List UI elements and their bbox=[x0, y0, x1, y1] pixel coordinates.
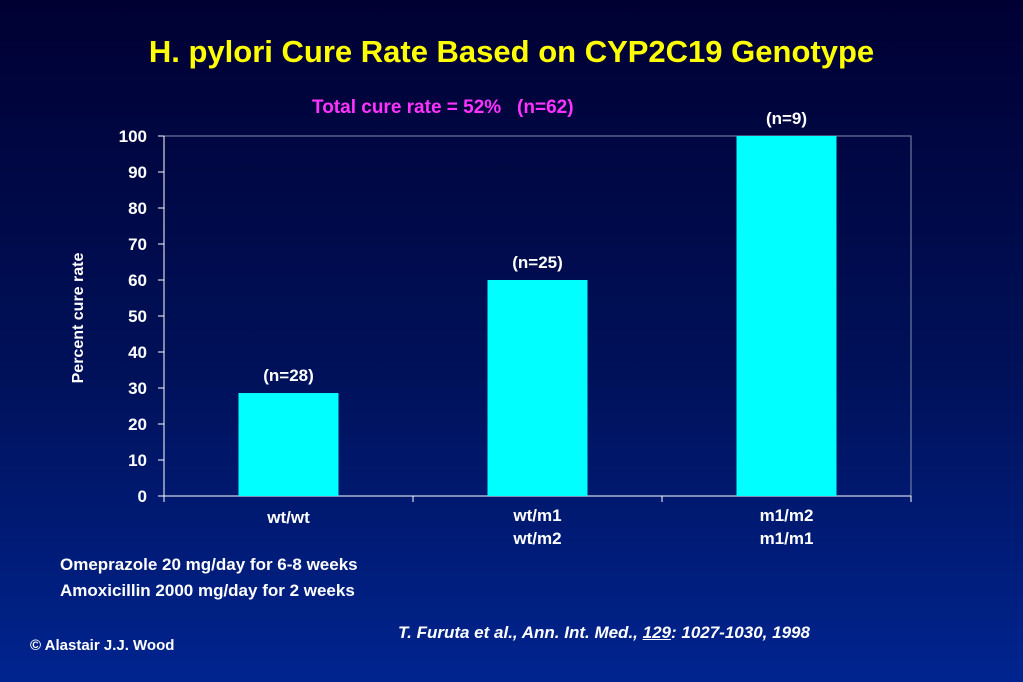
y-tick-label: 10 bbox=[128, 451, 147, 470]
y-tick-label: 80 bbox=[128, 199, 147, 218]
y-tick-label: 0 bbox=[138, 487, 147, 506]
citation-suffix: : 1027-1030, 1998 bbox=[670, 623, 810, 642]
y-tick-label: 50 bbox=[128, 307, 147, 326]
bar-label: (n=9) bbox=[766, 109, 807, 128]
x-category-label: wt/wt bbox=[266, 508, 310, 527]
y-tick-label: 30 bbox=[128, 379, 147, 398]
bar-label: (n=28) bbox=[263, 366, 314, 385]
y-tick-label: 70 bbox=[128, 235, 147, 254]
chart-subtitle: Total cure rate = 52% (n=62) bbox=[312, 97, 574, 118]
bar-wt-m1 bbox=[487, 280, 588, 496]
bar-label: (n=25) bbox=[512, 253, 563, 272]
y-tick-label: 20 bbox=[128, 415, 147, 434]
citation-volume: 129 bbox=[642, 623, 671, 642]
x-category-label: wt/m1 bbox=[512, 506, 561, 525]
y-tick-label: 90 bbox=[128, 163, 147, 182]
bar-wt-wt bbox=[238, 393, 339, 496]
x-category-label: wt/m2 bbox=[512, 529, 561, 548]
slide-title: H. pylori Cure Rate Based on CYP2C19 Gen… bbox=[148, 34, 875, 69]
citation: T. Furuta et al., Ann. Int. Med., 129: 1… bbox=[398, 623, 810, 643]
dosage-note-amoxicillin: Amoxicillin 2000 mg/day for 2 weeks bbox=[60, 581, 355, 600]
x-category-label: m1/m1 bbox=[760, 529, 814, 548]
copyright: © Alastair J.J. Wood bbox=[30, 637, 175, 654]
x-category-label: m1/m2 bbox=[760, 506, 814, 525]
dosage-note-omeprazole: Omeprazole 20 mg/day for 6-8 weeks bbox=[60, 555, 358, 574]
citation-prefix: T. Furuta et al., Ann. Int. Med., bbox=[398, 623, 643, 642]
y-tick-label: 100 bbox=[119, 127, 147, 146]
bar-m1-m2 bbox=[736, 136, 837, 496]
y-tick-label: 60 bbox=[128, 271, 147, 290]
y-axis-title: Percent cure rate bbox=[70, 253, 87, 384]
dosage-notes: Omeprazole 20 mg/day for 6-8 weeks Amoxi… bbox=[60, 552, 358, 604]
y-tick-label: 40 bbox=[128, 343, 147, 362]
